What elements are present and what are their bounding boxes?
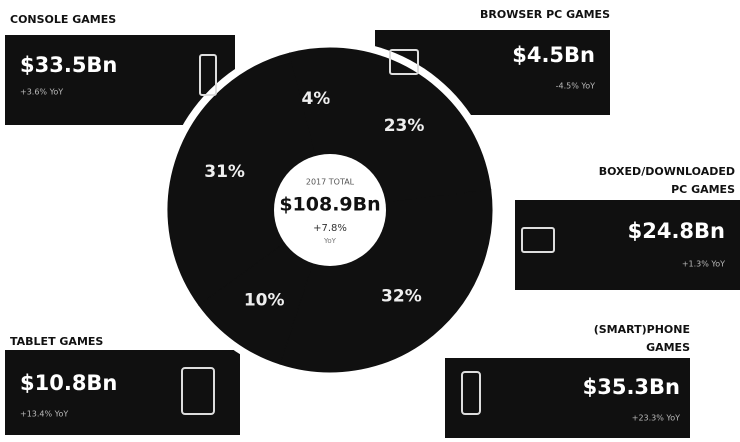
card-growth: +13.4% YoY (20, 410, 68, 419)
center-total: $108.9Bn (279, 194, 380, 216)
slice-label: 32% (381, 286, 422, 306)
phone-icon (461, 371, 481, 415)
center-period: YoY (323, 237, 337, 245)
card (445, 358, 690, 438)
donut-slice (329, 47, 492, 211)
card-amount: $33.5Bn (20, 53, 117, 77)
card-growth: +3.6% YoY (20, 88, 63, 97)
card (5, 350, 240, 435)
slice-label: 10% (244, 291, 285, 311)
donut-hole (274, 154, 386, 266)
donut-slice (167, 52, 331, 306)
card-title: BROWSER PC GAMES (480, 8, 610, 21)
card-title: GAMES (646, 341, 690, 354)
card-amount: $4.5Bn (512, 43, 595, 67)
card-growth: -4.5% YoY (556, 82, 595, 91)
slice-label: 31% (204, 162, 245, 182)
card-title: TABLET GAMES (10, 335, 103, 348)
center-growth: +7.8% (313, 223, 347, 234)
browser-icon (389, 49, 419, 75)
center-label: 2017 TOTAL (306, 178, 355, 187)
card-title: BOXED/DOWNLOADED (599, 165, 735, 178)
card-amount: $10.8Bn (20, 371, 117, 395)
card-title: CONSOLE GAMES (10, 13, 116, 26)
slice-label: 4% (302, 89, 331, 109)
card-title: PC GAMES (671, 183, 735, 196)
card-amount: $35.3Bn (583, 375, 680, 399)
card-growth: +1.3% YoY (682, 260, 725, 269)
pc-icon (521, 227, 555, 253)
icons (181, 49, 555, 415)
card-amount: $24.8Bn (628, 219, 725, 243)
slice-label: 23% (384, 116, 425, 136)
card-title: (SMART)PHONE (594, 323, 690, 336)
console-icon (199, 54, 217, 96)
card (515, 200, 740, 290)
card-growth: +23.3% YoY (632, 414, 680, 423)
tablet-icon (181, 367, 215, 415)
